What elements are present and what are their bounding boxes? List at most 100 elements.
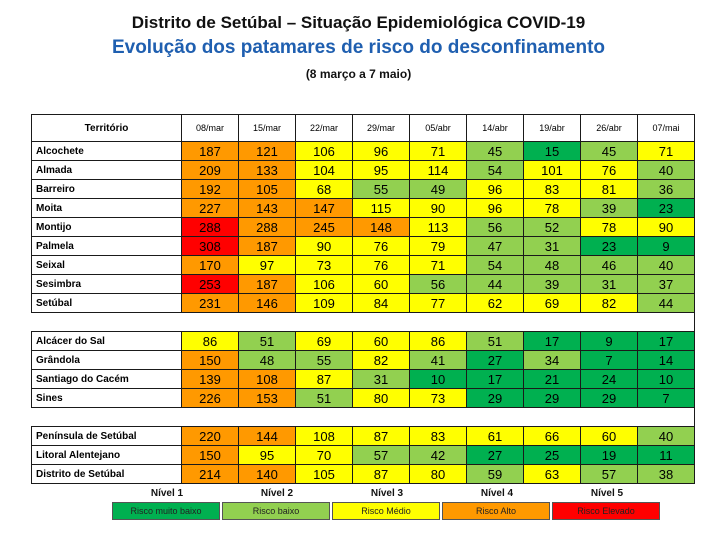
territory-name: Moita	[31, 198, 182, 218]
table-row: Alcochete 187 121 106 96 71 45 15 45 71	[31, 141, 695, 161]
incidence-cell: 7	[637, 388, 695, 408]
column-header: 22/mar	[295, 114, 353, 142]
incidence-cell: 61	[466, 426, 524, 446]
incidence-cell: 60	[352, 274, 410, 294]
column-header: 07/mai	[637, 114, 695, 142]
incidence-cell: 308	[181, 236, 239, 256]
table-row: Barreiro 192 105 68 55 49 96 83 81 36	[31, 179, 695, 199]
incidence-cell: 10	[637, 369, 695, 389]
incidence-cell: 10	[409, 369, 467, 389]
incidence-cell: 108	[295, 426, 353, 446]
incidence-cell: 84	[352, 293, 410, 313]
incidence-cell: 54	[466, 255, 524, 275]
incidence-cell: 144	[238, 426, 296, 446]
incidence-cell: 97	[238, 255, 296, 275]
column-header: 14/abr	[466, 114, 524, 142]
incidence-cell: 104	[295, 160, 353, 180]
table-row: Palmela 308 187 90 76 79 47 31 23 9	[31, 236, 695, 256]
territory-name: Setúbal	[31, 293, 182, 313]
incidence-cell: 70	[295, 445, 353, 465]
table-row: Sines 226 153 51 80 73 29 29 29 7	[31, 388, 695, 408]
incidence-cell: 9	[637, 236, 695, 256]
incidence-cell: 17	[637, 331, 695, 351]
legend-swatch: Risco Médio	[332, 502, 440, 520]
legend-level-label: Nível 5	[590, 488, 624, 499]
incidence-cell: 37	[637, 274, 695, 294]
table-row: Distrito de Setúbal 214 140 105 87 80 59 63 57 38	[31, 464, 695, 484]
incidence-cell: 57	[580, 464, 638, 484]
incidence-cell: 76	[352, 255, 410, 275]
incidence-cell: 44	[466, 274, 524, 294]
incidence-cell: 24	[580, 369, 638, 389]
incidence-cell: 48	[238, 350, 296, 370]
incidence-cell: 7	[580, 350, 638, 370]
incidence-cell: 109	[295, 293, 353, 313]
group-spacer	[31, 312, 695, 332]
incidence-cell: 245	[295, 217, 353, 237]
incidence-cell: 60	[352, 331, 410, 351]
incidence-cell: 46	[580, 255, 638, 275]
incidence-cell: 187	[238, 274, 296, 294]
incidence-cell: 105	[238, 179, 296, 199]
incidence-cell: 82	[352, 350, 410, 370]
table-row: Moita 227 143 147 115 90 96 78 39 23	[31, 198, 695, 218]
subtitle: Evolução dos patamares de risco do desco…	[111, 37, 606, 58]
incidence-cell: 27	[466, 350, 524, 370]
incidence-cell: 83	[523, 179, 581, 199]
risk-table: Território 08/mar 15/mar 22/mar 29/mar 05/abr…	[31, 114, 695, 484]
incidence-cell: 51	[295, 388, 353, 408]
incidence-cell: 209	[181, 160, 239, 180]
incidence-cell: 86	[409, 331, 467, 351]
legend-level-label: Nível 3	[370, 488, 404, 499]
incidence-cell: 73	[295, 255, 353, 275]
legend: Nível 1 Nível 2 Nível 3 Nível 4 Nível 5 Risc…	[112, 488, 664, 520]
incidence-cell: 226	[181, 388, 239, 408]
column-header: 05/abr	[409, 114, 467, 142]
incidence-cell: 42	[409, 445, 467, 465]
incidence-cell: 62	[466, 293, 524, 313]
incidence-cell: 80	[352, 388, 410, 408]
incidence-cell: 39	[523, 274, 581, 294]
column-header: 19/abr	[523, 114, 581, 142]
incidence-cell: 96	[466, 179, 524, 199]
incidence-cell: 71	[409, 141, 467, 161]
incidence-cell: 34	[523, 350, 581, 370]
territory-name: Península de Setúbal	[31, 426, 182, 446]
table-row: Almada 209 133 104 95 114 54 101 76 40	[31, 160, 695, 180]
incidence-cell: 87	[352, 464, 410, 484]
incidence-cell: 40	[637, 255, 695, 275]
incidence-cell: 153	[238, 388, 296, 408]
incidence-cell: 150	[181, 445, 239, 465]
incidence-cell: 73	[409, 388, 467, 408]
incidence-cell: 23	[637, 198, 695, 218]
incidence-cell: 23	[580, 236, 638, 256]
main-title: Distrito de Setúbal – Situação Epidemiol…	[131, 13, 586, 32]
incidence-cell: 55	[295, 350, 353, 370]
incidence-cell: 19	[580, 445, 638, 465]
column-header: 15/mar	[238, 114, 296, 142]
incidence-cell: 51	[466, 331, 524, 351]
column-header: 08/mar	[181, 114, 239, 142]
territory-name: Grândola	[31, 350, 182, 370]
incidence-cell: 54	[466, 160, 524, 180]
incidence-cell: 106	[295, 141, 353, 161]
territory-header: Território	[31, 114, 182, 142]
incidence-cell: 39	[580, 198, 638, 218]
incidence-cell: 29	[580, 388, 638, 408]
incidence-cell: 55	[352, 179, 410, 199]
legend-swatch: Risco muito baixo	[112, 502, 220, 520]
incidence-cell: 52	[523, 217, 581, 237]
incidence-cell: 68	[295, 179, 353, 199]
incidence-cell: 9	[580, 331, 638, 351]
incidence-cell: 31	[523, 236, 581, 256]
incidence-cell: 81	[580, 179, 638, 199]
incidence-cell: 115	[352, 198, 410, 218]
incidence-cell: 220	[181, 426, 239, 446]
incidence-cell: 192	[181, 179, 239, 199]
incidence-cell: 114	[409, 160, 467, 180]
incidence-cell: 57	[352, 445, 410, 465]
incidence-cell: 29	[466, 388, 524, 408]
incidence-cell: 227	[181, 198, 239, 218]
incidence-cell: 69	[523, 293, 581, 313]
incidence-cell: 90	[295, 236, 353, 256]
